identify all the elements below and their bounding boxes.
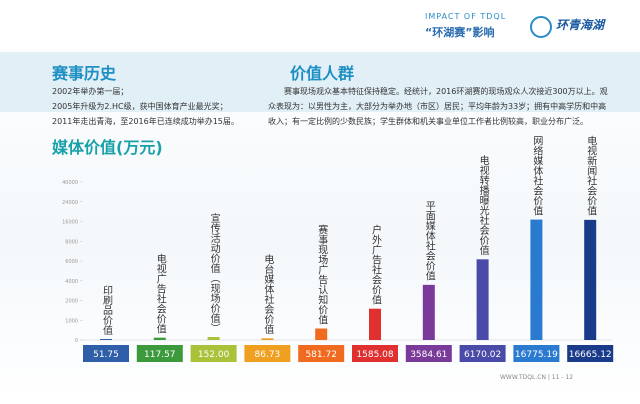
value-label: 6170.02: [464, 350, 501, 360]
bar: [476, 259, 489, 340]
history-line: 2011年走出青海，至2016年已连续成功举办15届。: [52, 117, 239, 126]
bar: [422, 284, 435, 340]
logo-icon: [530, 16, 552, 38]
y-tick-label: 2000: [65, 299, 78, 305]
bar: [315, 328, 328, 340]
value-label: 16775.19: [515, 350, 558, 360]
header-title: “环湖赛”影响: [425, 26, 495, 39]
y-tick-label: 4000: [65, 279, 78, 285]
band: [0, 52, 640, 112]
y-tick-label: 16000: [62, 220, 78, 226]
bar: [100, 338, 112, 340]
value-box: [136, 345, 183, 362]
value-label: 86.73: [255, 350, 281, 360]
category-label: 赛事现场广告认知价值: [316, 223, 328, 325]
value-box: [298, 345, 345, 362]
category-label: 印刷品价值: [101, 285, 113, 336]
value-box: [83, 345, 129, 362]
y-tick-label: 24000: [62, 200, 78, 206]
y-tick-label: 40000: [62, 180, 78, 186]
bar: [153, 337, 166, 340]
y-tick-label: 1000: [65, 318, 78, 324]
category-label: 电视新闻社会价值: [585, 135, 597, 217]
category-label: 平面媒体社会价值: [423, 201, 435, 282]
category-label: 电视转播曝光社会价值: [477, 154, 489, 256]
y-tick-label: 0: [75, 338, 78, 344]
bar: [584, 219, 597, 340]
value-label: 581.72: [305, 350, 337, 360]
bar: [261, 338, 274, 340]
value-label: 51.75: [93, 350, 119, 360]
category-label: 电视广告社会价值: [154, 252, 166, 334]
y-tick-label: 6000: [65, 259, 78, 265]
value-box: [567, 345, 614, 362]
value-box: [244, 345, 291, 362]
y-tick-label: 8000: [65, 239, 78, 245]
value-label: 152.00: [198, 350, 230, 360]
value-label: 3584.61: [410, 350, 447, 360]
history-line: 2005年升级为2.HC级，获中国体育产业最光奖；: [52, 102, 228, 111]
bar: [369, 308, 381, 340]
logo-text: 环青海湖: [556, 18, 605, 32]
value-label: 1585.08: [356, 350, 393, 360]
value-box: [459, 345, 506, 362]
crowd-text: 赛事现场观众基本特征保持稳定。经统计，2016环湖赛的现场观众人次接近300万以…: [268, 87, 608, 126]
chart-title: 媒体价值(万元): [52, 138, 163, 157]
crowd-title: 价值人群: [290, 64, 355, 83]
category-label: 网络媒体社会价值: [531, 135, 543, 216]
category-label: 户外广告社会价值: [370, 223, 382, 305]
header-subtitle: IMPACT OF TDQL: [425, 12, 507, 21]
category-label: 宣传活动价值（现场价值）: [208, 212, 220, 333]
value-label: 16665.12: [569, 350, 612, 360]
value-label: 117.57: [144, 350, 176, 360]
history-title: 赛事历史: [52, 64, 117, 83]
value-box: [405, 345, 452, 362]
value-box: [513, 345, 560, 362]
value-box: [190, 345, 237, 362]
history-line: 2002年举办第一届；: [52, 87, 129, 96]
category-label: 电台媒体社会价值: [262, 253, 274, 335]
value-box: [352, 345, 398, 362]
bar: [530, 219, 543, 340]
footer: WWW.TDQL.CN | 11 - 12: [500, 374, 574, 381]
bar: [207, 336, 220, 340]
